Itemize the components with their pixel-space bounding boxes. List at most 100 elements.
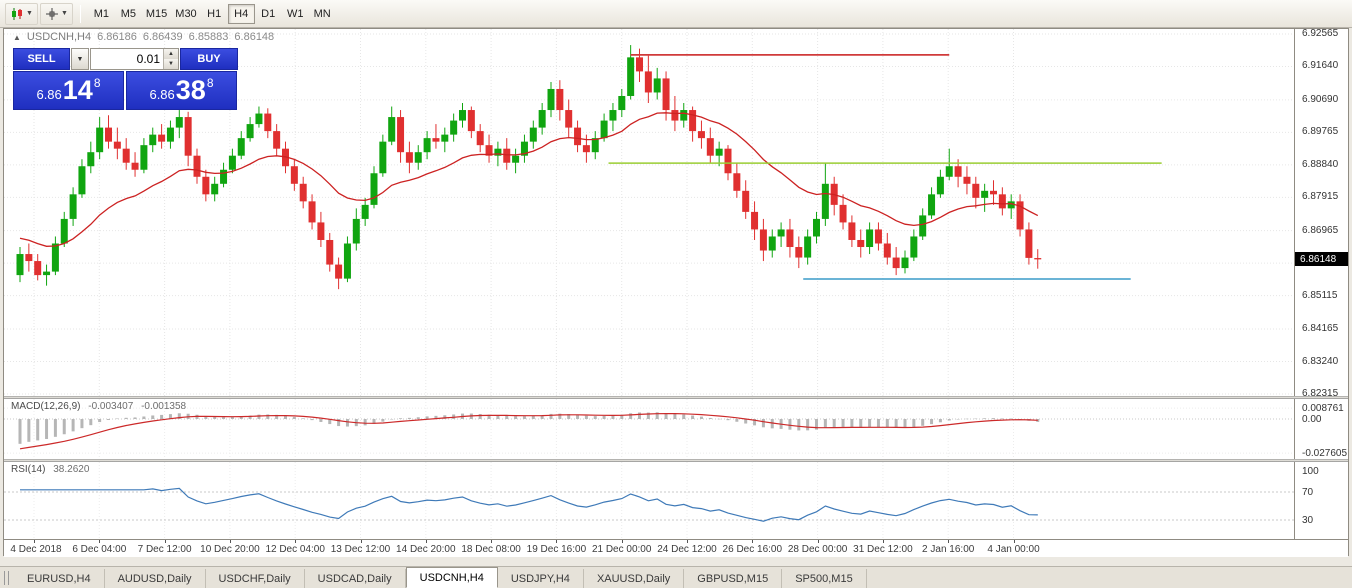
timeframe-button-M1[interactable]: M1 xyxy=(93,7,110,20)
chart-tab-bar: EURUSD,H4 AUDUSD,Daily USDCHF,Daily USDCAD,… xyxy=(0,566,1352,588)
macd-pane[interactable]: MACD(12,26,9) -0.003407 -0.001358 0.0087… xyxy=(4,399,1348,459)
bottom-strip xyxy=(0,556,1352,566)
rsi-scale-label: 30 xyxy=(1302,515,1314,526)
time-axis-tick xyxy=(687,540,688,543)
chart-tab-GBPUSD-M15[interactable]: GBPUSD,M15 xyxy=(684,569,783,588)
price-scale-label: 6.83240 xyxy=(1302,355,1339,367)
buy-button[interactable]: BUY xyxy=(180,48,238,70)
price-scale-label: 6.86965 xyxy=(1302,224,1339,236)
time-axis-tick xyxy=(556,540,558,543)
time-axis-tick xyxy=(99,540,101,543)
sell-price-prefix: 6.86 xyxy=(36,87,62,102)
chart-tab-AUDUSD-Daily[interactable]: AUDUSD,Daily xyxy=(105,569,206,588)
chart-tab-USDCAD-Daily[interactable]: USDCAD,Daily xyxy=(305,569,406,588)
chart-tab-USDCHF-Daily[interactable]: USDCHF,Daily xyxy=(206,569,305,588)
volume-input[interactable] xyxy=(91,49,163,69)
timeframe-button-M5[interactable]: M5 xyxy=(120,7,137,20)
chart-window: ▲ USDCNH,H4 6.86186 6.86439 6.85883 6.86… xyxy=(3,28,1349,557)
rsi-chart[interactable] xyxy=(4,462,1294,539)
time-axis-label: 6 Dec 04:00 xyxy=(72,544,127,555)
volume-increase-button[interactable]: ▲ xyxy=(164,49,178,59)
volume-dropdown-button[interactable]: ▼ xyxy=(71,48,89,70)
rsi-scale-label: 100 xyxy=(1302,466,1319,477)
timeframe-button-H1[interactable]: H1 xyxy=(207,7,222,20)
time-axis-label: 31 Dec 12:00 xyxy=(853,544,913,555)
time-axis-tick xyxy=(621,540,623,543)
volume-decrease-button[interactable]: ▼ xyxy=(164,59,178,69)
one-click-trade-panel: SELL ▼ ▲ ▼ BUY 6.86 14 8 6.8 xyxy=(13,48,239,110)
quote-open: 6.86186 xyxy=(97,31,137,43)
time-axis-tick xyxy=(229,540,231,543)
time-axis-tick xyxy=(360,540,362,543)
chart-tab-SP500-M15[interactable]: SP500,M15 xyxy=(782,569,867,588)
price-scale-label: 6.82315 xyxy=(1302,388,1339,396)
price-scale-label: 6.91640 xyxy=(1302,60,1339,72)
macd-signal-value: -0.001358 xyxy=(141,401,187,412)
time-axis-label: 7 Dec 12:00 xyxy=(137,544,192,555)
crosshair-tool-button[interactable]: ▼ xyxy=(39,2,73,25)
chart-tab-EURUSD-H4[interactable]: EURUSD,H4 xyxy=(14,569,105,588)
symbol-period-label: USDCNH,H4 xyxy=(26,31,92,43)
chart-tab-USDCNH-H4[interactable]: USDCNH,H4 xyxy=(405,567,498,588)
chart-tab-XAUUSD-Daily[interactable]: XAUUSD,Daily xyxy=(584,569,685,588)
rsi-scale-label: 70 xyxy=(1302,487,1314,498)
time-axis-label: 4 Dec 2018 xyxy=(10,544,62,555)
timeframe-button-D1[interactable]: D1 xyxy=(261,7,276,20)
timeframe-button-M15[interactable]: M15 xyxy=(145,7,168,20)
time-axis-tick xyxy=(817,540,819,543)
chart-type-button[interactable]: ▼ xyxy=(5,2,38,25)
buy-price-sup: 8 xyxy=(206,75,214,90)
time-axis[interactable]: 4 Dec 2018 6 Dec 04:00 7 Dec 12:00 10 Dec 2… xyxy=(4,539,1348,557)
quote-header: ▲ USDCNH,H4 6.86186 6.86439 6.85883 6.86… xyxy=(13,31,274,43)
timeframe-button-H4[interactable]: H4 xyxy=(227,3,255,24)
price-scale-label: 6.84165 xyxy=(1302,323,1339,335)
time-axis-tick xyxy=(34,540,35,543)
time-axis-tick xyxy=(425,540,427,543)
macd-scale: 0.008761 0.00 -0.027605 xyxy=(1296,399,1348,459)
buy-price-big: 38 xyxy=(175,75,206,105)
time-axis-label: 19 Dec 16:00 xyxy=(526,544,587,555)
price-scale[interactable]: 6.92565 6.91640 6.90690 6.89765 6.88840 6.879… xyxy=(1296,29,1348,396)
sell-price-sup: 8 xyxy=(93,75,101,90)
time-axis-tick xyxy=(1013,540,1015,543)
pane-divider[interactable] xyxy=(4,396,1348,399)
price-pane[interactable]: ▲ USDCNH,H4 6.86186 6.86439 6.85883 6.86… xyxy=(4,29,1348,396)
price-scale-label: 6.87915 xyxy=(1302,191,1339,203)
volume-field-wrap: ▲ ▼ xyxy=(90,48,179,70)
timeframe-button-W1[interactable]: W1 xyxy=(286,7,304,20)
chevron-down-icon: ▼ xyxy=(60,10,68,17)
rsi-value: 38.2620 xyxy=(53,464,90,475)
price-chart[interactable] xyxy=(4,29,1294,396)
macd-header: MACD(12,26,9) -0.003407 -0.001358 xyxy=(11,401,186,412)
volume-stepper: ▲ ▼ xyxy=(163,49,178,69)
chart-tab-USDJPY-H4[interactable]: USDJPY,H4 xyxy=(498,569,584,588)
chevron-down-icon: ▼ xyxy=(26,10,33,17)
up-triangle-icon: ▲ xyxy=(13,32,21,42)
time-axis-label: 2 Jan 16:00 xyxy=(922,544,975,555)
tab-strip-grip xyxy=(4,571,9,585)
rsi-label: RSI(14) xyxy=(11,464,46,475)
time-axis-label: 24 Dec 12:00 xyxy=(657,544,717,555)
rsi-pane[interactable]: RSI(14) 38.2620 100 70 30 xyxy=(4,462,1348,539)
price-scale-label: 6.85115 xyxy=(1302,289,1338,301)
toolbar-separator xyxy=(79,4,81,23)
time-axis-label: 14 Dec 20:00 xyxy=(396,544,456,555)
sell-button[interactable]: SELL xyxy=(13,48,70,70)
time-axis-label: 18 Dec 08:00 xyxy=(461,544,521,555)
time-axis-label: 28 Dec 00:00 xyxy=(787,544,848,555)
time-axis-tick xyxy=(295,540,297,543)
macd-value: -0.003407 xyxy=(88,401,134,412)
current-price-badge: 6.86148 xyxy=(1295,252,1348,267)
pane-divider[interactable] xyxy=(4,459,1348,462)
timeframe-button-M30[interactable]: M30 xyxy=(175,7,197,20)
quote-low: 6.85883 xyxy=(188,31,229,43)
time-axis-label: 4 Jan 00:00 xyxy=(987,544,1040,555)
macd-scale-label: 0.008761 xyxy=(1302,403,1344,415)
sell-price-box[interactable]: 6.86 14 8 xyxy=(13,71,124,110)
buy-price-prefix: 6.86 xyxy=(149,87,175,102)
quote-close: 6.86148 xyxy=(234,31,275,43)
buy-price-box[interactable]: 6.86 38 8 xyxy=(126,71,237,110)
macd-chart[interactable] xyxy=(4,399,1294,459)
toolbar: ▼ ▼ M1 M5 M15 M30 H1 H4 D1 W1 MN xyxy=(0,0,1352,28)
timeframe-button-MN[interactable]: MN xyxy=(313,7,331,20)
